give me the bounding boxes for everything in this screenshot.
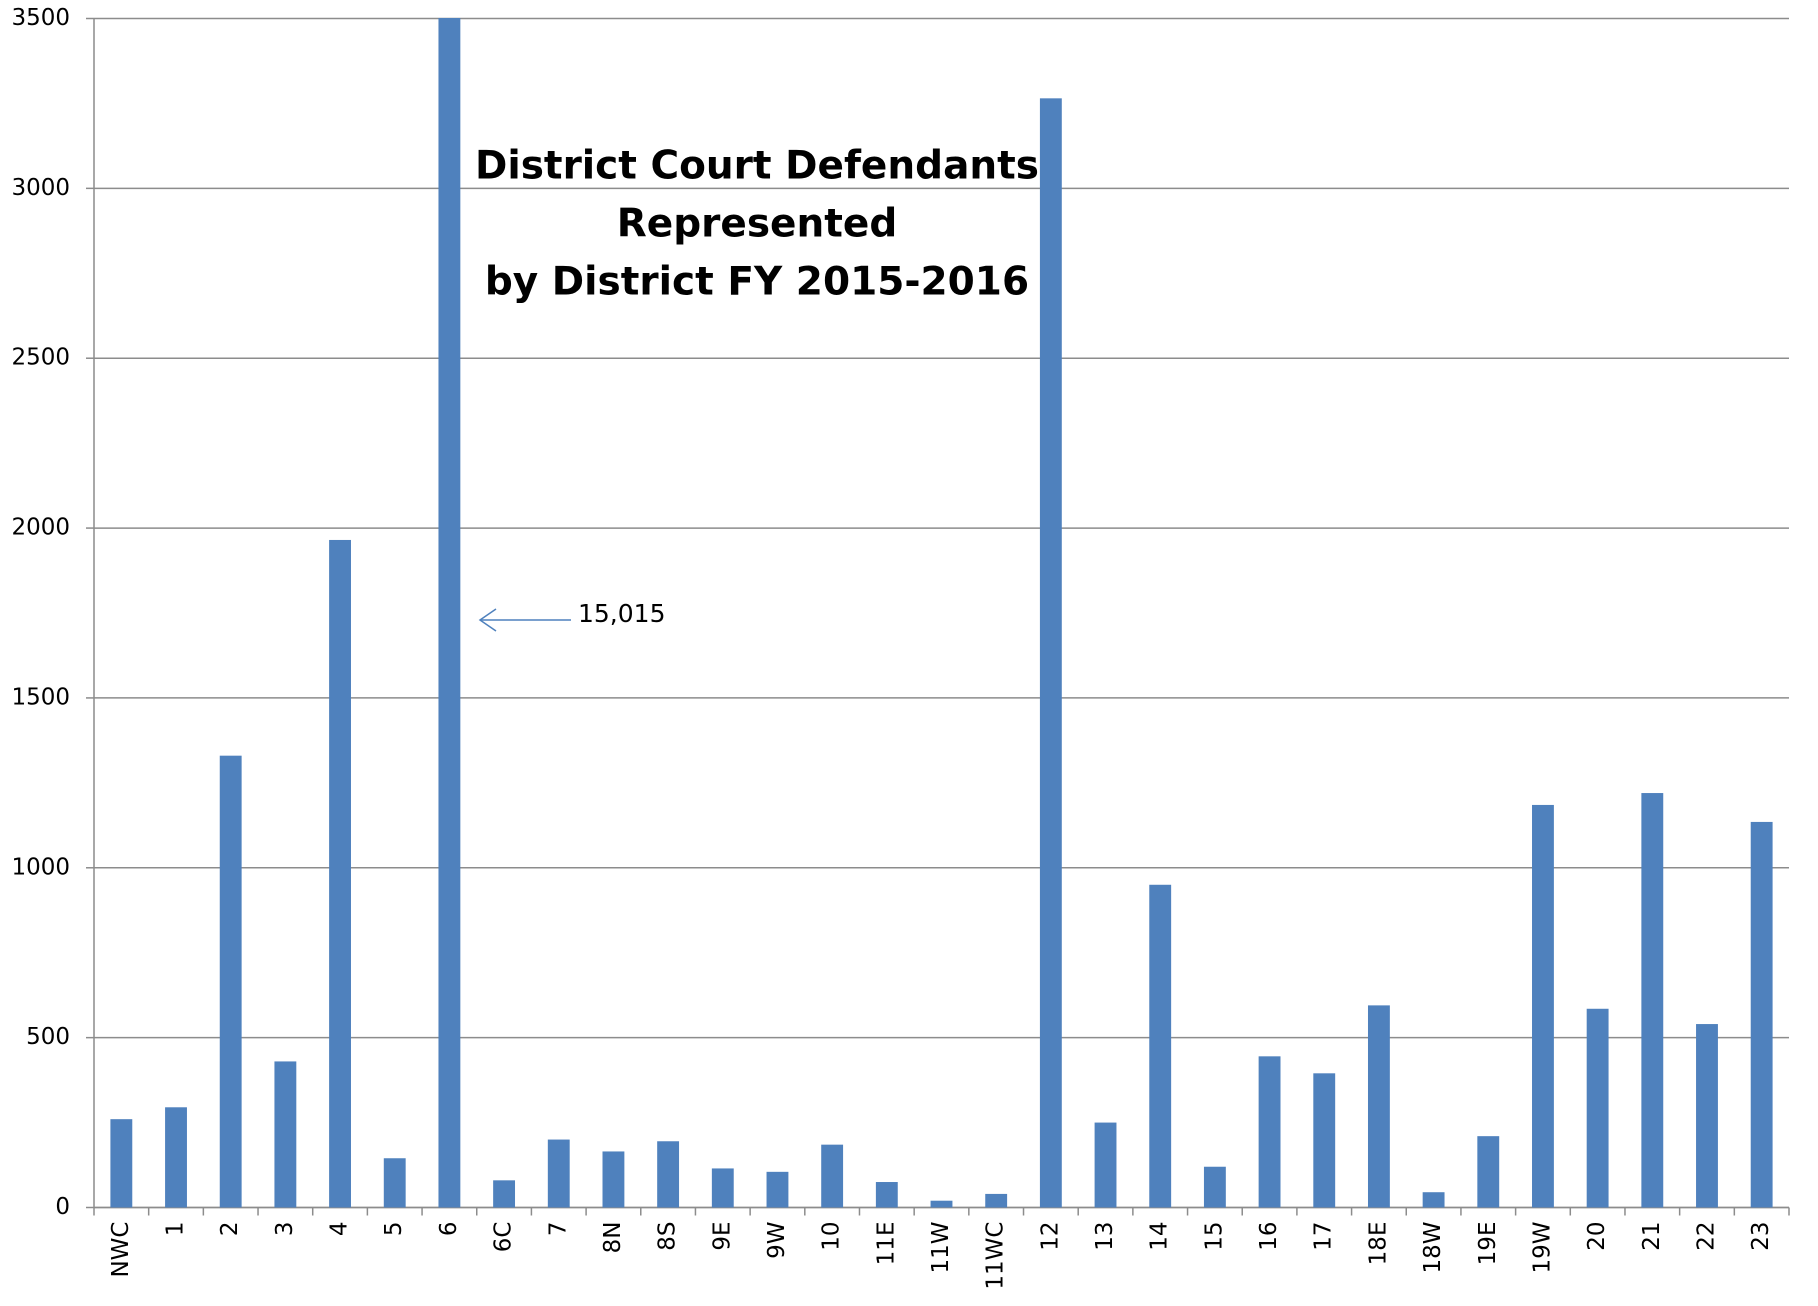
x-tick-label: 15 (1201, 1222, 1227, 1251)
bar (985, 1193, 1008, 1208)
bar (711, 1168, 734, 1208)
bar (766, 1171, 789, 1208)
bar (1750, 821, 1773, 1208)
x-tick-label: 19W (1529, 1222, 1555, 1274)
x-tick-label: 17 (1311, 1222, 1337, 1251)
x-tick-label: 18E (1365, 1222, 1391, 1266)
y-tick-label: 0 (55, 1194, 70, 1220)
annotation: 15,015 (578, 599, 665, 628)
bar (602, 1151, 625, 1208)
x-tick-label: 5 (381, 1222, 407, 1237)
x-tick-label: 18W (1420, 1222, 1446, 1274)
y-tick-label: 2000 (11, 515, 70, 541)
bar (274, 1061, 297, 1208)
bar (1094, 1122, 1117, 1208)
x-tick-label: 11WC (983, 1222, 1009, 1290)
y-tick-label: 1500 (11, 684, 70, 710)
bar (383, 1158, 406, 1208)
bar (657, 1141, 680, 1208)
x-tick-label: 22 (1693, 1222, 1719, 1251)
x-tick-label: 8S (655, 1222, 681, 1251)
chart-title: Represented (617, 202, 898, 247)
bar (821, 1144, 844, 1208)
x-tick-label: 11E (873, 1222, 899, 1266)
x-tick-label: 12 (1037, 1222, 1063, 1251)
bar (1258, 1056, 1281, 1208)
bar (930, 1200, 953, 1208)
bar (219, 755, 242, 1208)
bar (547, 1139, 570, 1208)
y-tick-label: 3000 (11, 175, 70, 201)
bar (493, 1180, 516, 1208)
bar (1532, 804, 1554, 1208)
bar (1696, 1024, 1718, 1208)
bar (1203, 1166, 1226, 1208)
x-tick-label: 16 (1256, 1222, 1282, 1251)
x-tick-label: 1 (163, 1222, 189, 1237)
bar (1367, 1005, 1390, 1208)
x-tick-label: 6C (491, 1222, 517, 1253)
bar (875, 1182, 898, 1208)
bar (1039, 98, 1062, 1208)
bar (1313, 1073, 1336, 1208)
bar (438, 18, 461, 1208)
bar (329, 539, 351, 1208)
bar (165, 1107, 187, 1208)
y-tick-label: 3500 (11, 5, 70, 31)
y-tick-label: 2500 (11, 345, 70, 371)
y-tick-label: 1000 (11, 854, 70, 880)
chart-title: by District FY 2015-2016 (485, 260, 1029, 305)
bars (110, 18, 1773, 1208)
x-tick-label: 11W (928, 1222, 954, 1274)
x-tick-label: 8N (600, 1222, 626, 1254)
x-tick-label: 20 (1584, 1222, 1610, 1251)
bar (1586, 1008, 1609, 1208)
x-tick-label: 14 (1147, 1222, 1173, 1251)
x-tick-label: 9W (764, 1222, 790, 1259)
x-tick-label: 9E (709, 1222, 735, 1251)
chart-title: District Court Defendants (475, 144, 1039, 189)
x-tick-label: 6 (436, 1222, 462, 1237)
y-tick-label: 500 (26, 1024, 70, 1050)
bar (1641, 793, 1664, 1208)
x-tick-label: 3 (272, 1222, 298, 1237)
x-tick-label: NWC (108, 1222, 134, 1278)
bar (1422, 1192, 1445, 1208)
bar (110, 1119, 133, 1208)
annotation-arrow (478, 608, 571, 632)
bar (1477, 1136, 1500, 1208)
x-tick-label: 19E (1475, 1222, 1501, 1266)
x-tick-label: 4 (327, 1222, 353, 1237)
x-tick-label: 2 (217, 1222, 243, 1237)
x-tick-label: 10 (819, 1222, 845, 1251)
x-tick-label: 13 (1092, 1222, 1118, 1251)
bar (1149, 884, 1172, 1208)
x-tick-label: 23 (1748, 1222, 1774, 1251)
x-tick-label: 21 (1639, 1222, 1665, 1251)
x-tick-label: 7 (545, 1222, 571, 1237)
